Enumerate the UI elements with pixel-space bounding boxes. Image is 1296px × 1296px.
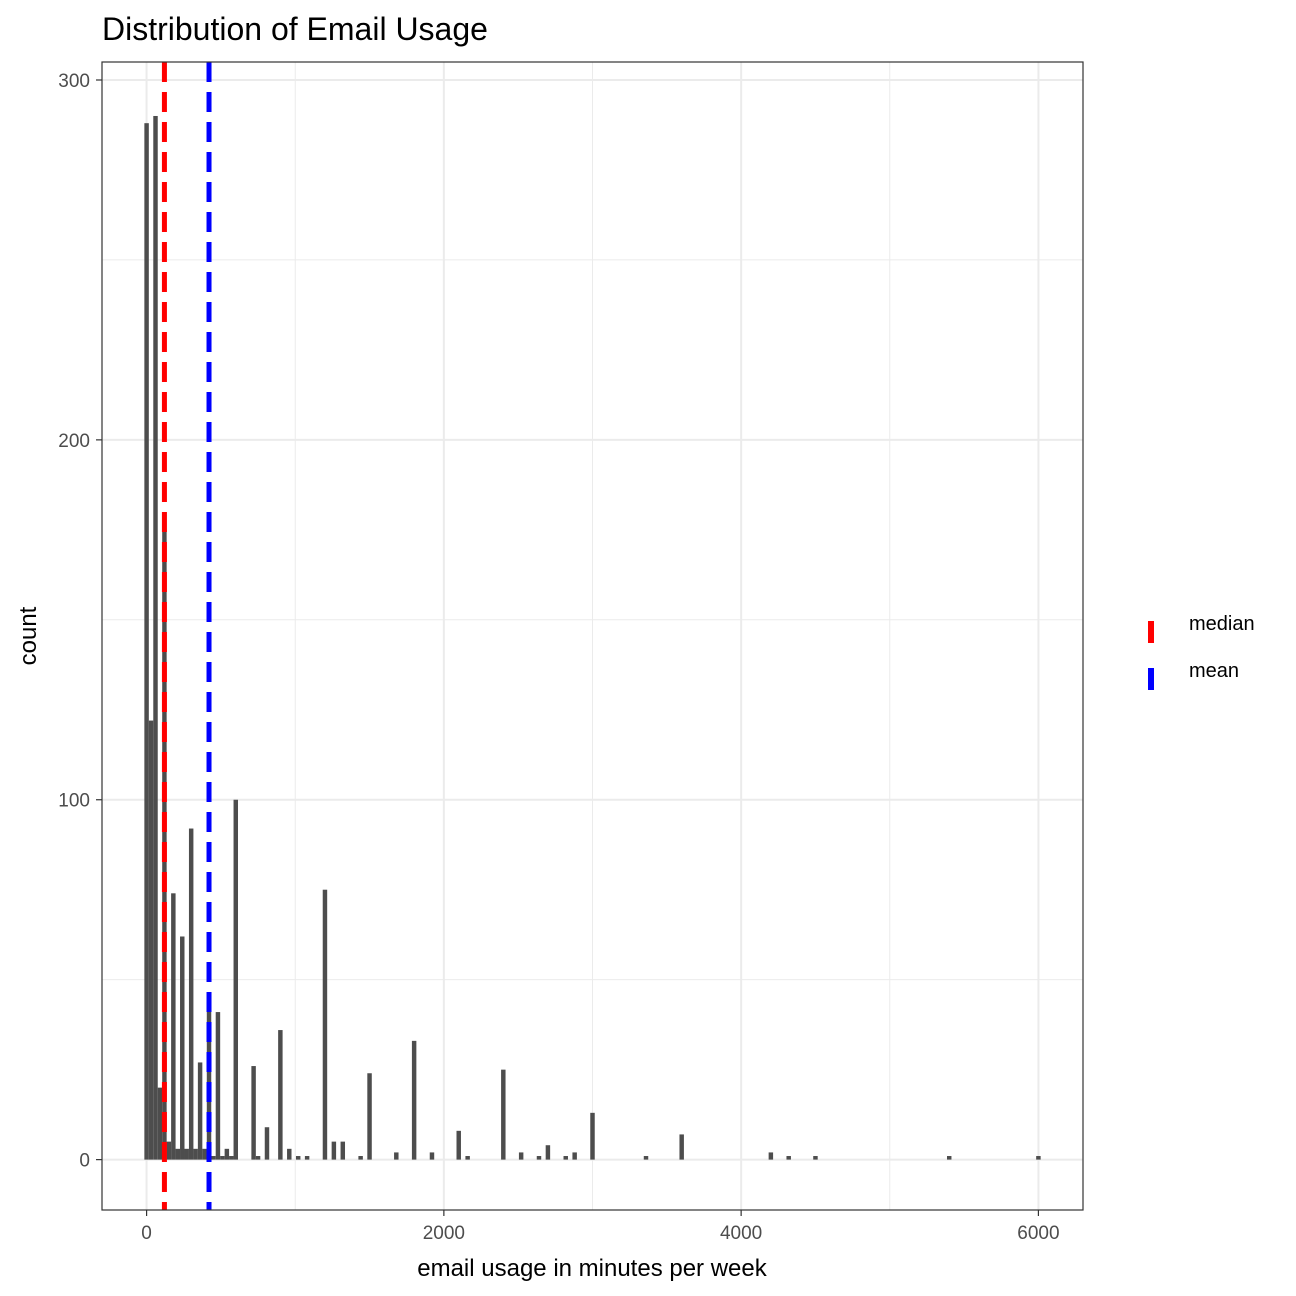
histogram-bar	[287, 1148, 292, 1160]
histogram-bar	[394, 1152, 399, 1160]
histogram-bar	[180, 936, 185, 1160]
y-axis-title: count	[15, 606, 42, 665]
histogram-bar	[166, 1141, 172, 1160]
x-tick-label: 2000	[423, 1223, 465, 1244]
histogram-bar	[144, 123, 149, 1160]
histogram-bar	[295, 1156, 301, 1160]
x-axis-title: email usage in minutes per week	[417, 1255, 768, 1282]
x-tick-label: 0	[141, 1223, 152, 1244]
histogram-bar	[501, 1069, 506, 1160]
minor-gridlines	[102, 62, 1083, 1210]
y-tick-label: 100	[58, 791, 90, 812]
histogram-bar	[590, 1112, 595, 1160]
histogram-bar	[224, 1148, 230, 1160]
x-tick-label: 4000	[720, 1223, 762, 1244]
histogram-bar	[175, 1148, 181, 1160]
histogram-bar	[643, 1156, 649, 1160]
histogram-bar	[813, 1156, 818, 1160]
histogram-bar	[206, 1001, 212, 1160]
histogram-bar	[331, 1141, 337, 1160]
histogram-bar	[572, 1152, 577, 1160]
histogram-bar	[518, 1152, 524, 1160]
histogram-bar	[255, 1156, 261, 1160]
histogram-bar	[171, 893, 176, 1160]
histogram-bar	[545, 1145, 551, 1160]
histogram-bar	[278, 1030, 283, 1160]
histogram-bar	[229, 1156, 234, 1160]
histogram-bar	[188, 828, 194, 1160]
histogram-bar	[157, 1087, 163, 1160]
histogram-bar	[202, 1148, 207, 1160]
median-legend-label: median	[1189, 613, 1255, 635]
x-axis-ticks: 0 2000 4000 6000	[141, 1210, 1060, 1244]
histogram-bar	[215, 1012, 221, 1160]
panel-border	[101, 61, 1084, 1211]
histogram-bar	[465, 1156, 470, 1160]
histogram-bar	[1036, 1156, 1041, 1160]
histogram-bar	[429, 1152, 435, 1160]
histogram-bar	[358, 1156, 363, 1160]
histogram-bar	[304, 1156, 310, 1160]
histogram-bar	[786, 1156, 791, 1160]
histogram-bar	[768, 1152, 774, 1160]
reference-lines	[161, 62, 212, 1210]
histogram-bar	[233, 799, 239, 1160]
histogram-bar	[251, 1066, 256, 1160]
chart-title: Distribution of Email Usage	[102, 11, 488, 47]
x-tick-label: 6000	[1017, 1223, 1059, 1244]
histogram-bar	[367, 1073, 372, 1160]
histogram-bar	[153, 115, 158, 1160]
histogram-bar	[456, 1130, 461, 1160]
histogram-bar	[340, 1141, 346, 1160]
histogram-bar	[184, 1148, 189, 1160]
histogram-bar	[197, 1062, 203, 1160]
histogram-bar	[322, 889, 328, 1160]
mean-legend-key	[1148, 668, 1154, 690]
y-tick-label: 0	[79, 1151, 90, 1172]
y-tick-label: 200	[58, 431, 90, 452]
histogram-bar	[563, 1156, 568, 1160]
histogram-bar	[679, 1134, 684, 1160]
mean-legend-label: mean	[1189, 660, 1239, 682]
y-tick-label: 300	[58, 71, 90, 92]
median-legend-key	[1148, 621, 1154, 643]
histogram-bar	[264, 1127, 270, 1160]
histogram-bar	[148, 720, 154, 1160]
legend: median mean	[1148, 613, 1255, 690]
histogram-bar	[220, 1156, 225, 1160]
histogram-bar	[411, 1040, 417, 1160]
y-axis-ticks: 0 100 200 300	[58, 71, 102, 1172]
histogram-bar	[211, 1156, 216, 1160]
histogram-bar	[193, 1148, 198, 1160]
histogram-bar	[946, 1156, 952, 1160]
histogram-bar	[536, 1156, 542, 1160]
